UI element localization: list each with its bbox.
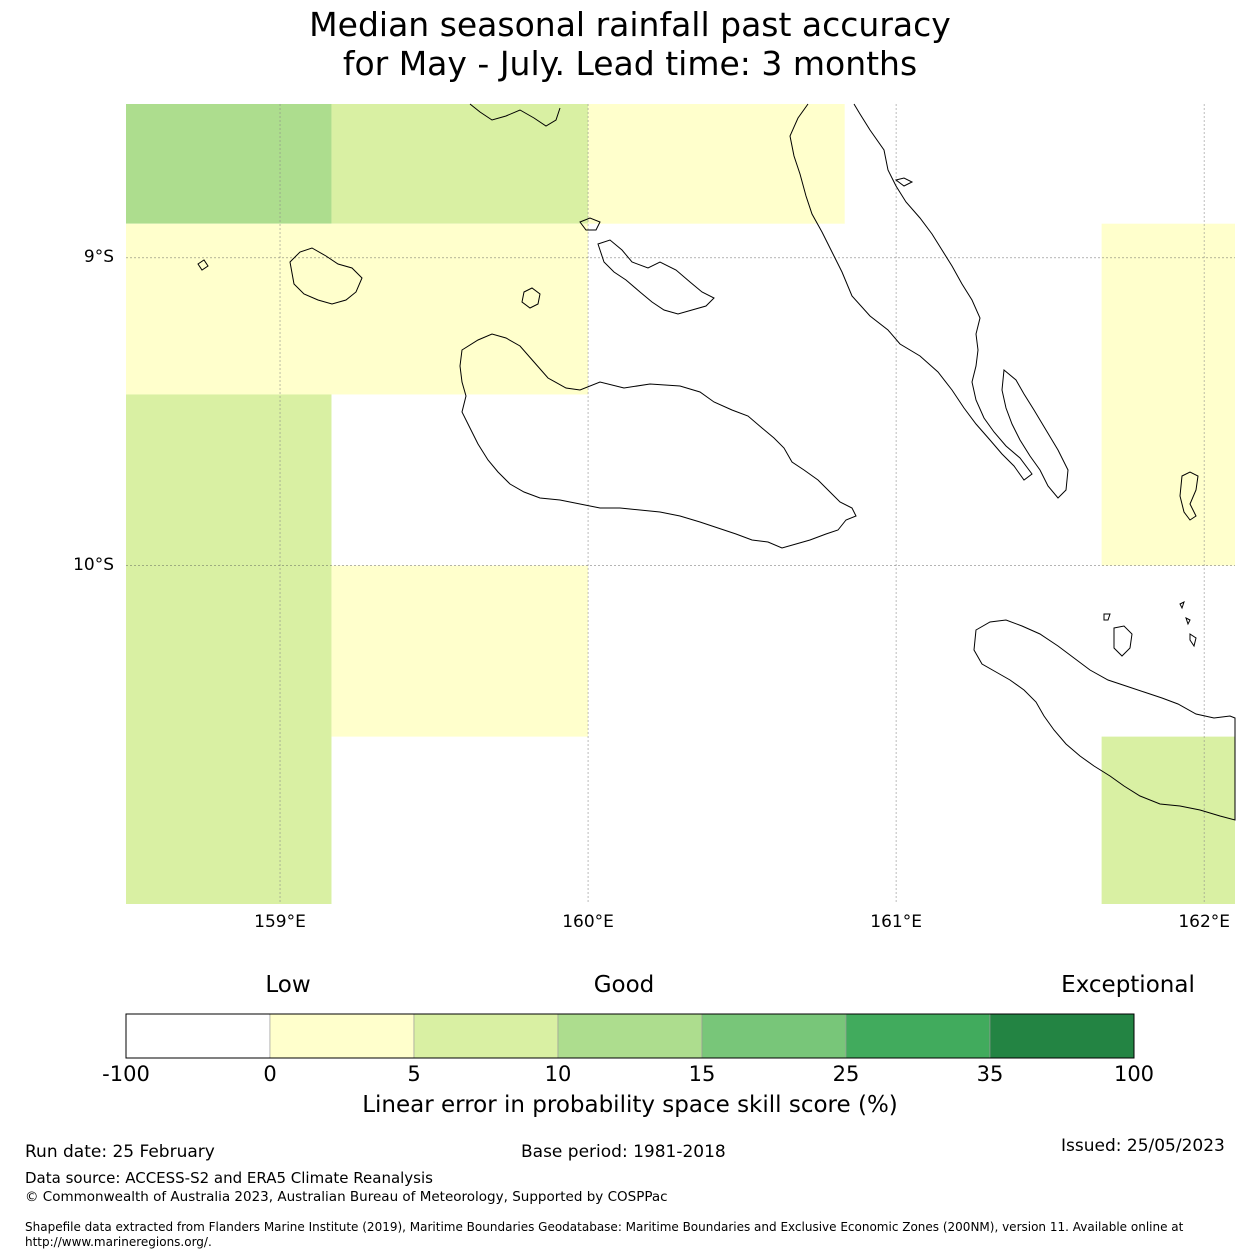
colorbar-segment-4	[701, 1013, 847, 1059]
colorbar-label: Linear error in probability space skill …	[362, 1092, 898, 1118]
category-good: Good	[593, 972, 655, 998]
lat-tick-label: 10°S	[73, 554, 114, 575]
coastline-islet-3	[894, 177, 914, 187]
colorbar-segment-0	[125, 1013, 271, 1059]
data-source: Data source: ACCESS-S2 and ERA5 Climate …	[25, 1169, 433, 1187]
coastline-florida-islands	[597, 239, 715, 315]
coastline-three-sisters	[1113, 625, 1133, 657]
coastline-nggela-north	[469, 103, 561, 127]
base-period: Base period: 1981-2018	[521, 1142, 726, 1162]
skill-cells	[126, 104, 1235, 904]
coastline-russell-islands	[289, 247, 363, 305]
colorbar-tick-label: 100	[1113, 1062, 1155, 1086]
chart-title-line1: Median seasonal rainfall past accuracy	[309, 5, 951, 44]
shapefile-credit: Shapefile data extracted from Flanders M…	[25, 1220, 1184, 1249]
colorbar	[125, 1013, 1135, 1059]
lon-tick-label: 162°E	[1178, 912, 1231, 932]
skill-cell-2	[588, 104, 845, 224]
coastline-islet-2	[579, 217, 601, 231]
colorbar-tick-label: 35	[976, 1062, 1004, 1086]
colorbar-tick-label: 10	[544, 1062, 572, 1086]
skill-cell-7	[1101, 736, 1235, 904]
colorbar-tick-label: 5	[407, 1062, 421, 1086]
colorbar-frame	[125, 1013, 1135, 1059]
coastline-islet-6	[1185, 617, 1191, 626]
skill-cell-3	[126, 223, 589, 395]
colorbar-segment-3	[557, 1013, 703, 1059]
skill-cell-5	[331, 565, 589, 737]
coastline-makira	[973, 619, 1236, 821]
coastlines	[197, 103, 1236, 821]
skill-cell-6	[1101, 223, 1235, 566]
skill-cell-0	[126, 104, 332, 224]
lon-tick-label: 159°E	[254, 912, 306, 932]
graticule	[126, 104, 1235, 904]
colorbar-tick-label: 0	[263, 1062, 277, 1086]
coastline-guadalcanal	[459, 333, 857, 549]
coastline-savo	[521, 287, 541, 309]
colorbar-tick-label: 15	[688, 1062, 716, 1086]
run-date: Run date: 25 February	[25, 1142, 215, 1162]
coastline-islet-1	[197, 259, 209, 271]
coastline-islet-7	[1189, 633, 1197, 648]
copyright: © Commonwealth of Australia 2023, Austra…	[25, 1189, 668, 1205]
lon-tick-label: 161°E	[870, 912, 922, 932]
coastline-malaita	[789, 103, 1033, 481]
lat-tick-label: 9°S	[83, 246, 114, 267]
chart-title-line2: for May - July. Lead time: 3 months	[342, 44, 918, 83]
colorbar-segment-6	[989, 1013, 1135, 1059]
coastline-islet-4	[1103, 613, 1111, 621]
skill-cell-1	[331, 104, 589, 224]
colorbar-segment-5	[845, 1013, 991, 1059]
skill-cell-4	[126, 394, 332, 904]
colorbar-segment-2	[413, 1013, 559, 1059]
category-exceptional: Exceptional	[1061, 972, 1195, 998]
colorbar-tick-label: -100	[102, 1062, 150, 1086]
coastline-small-malaita	[1001, 369, 1069, 499]
coastline-islet-5	[1179, 601, 1185, 610]
issued-date: Issued: 25/05/2023	[1061, 1136, 1225, 1156]
lon-tick-label: 160°E	[562, 912, 614, 932]
colorbar-segment-1	[269, 1013, 415, 1059]
colorbar-tick-label: 25	[832, 1062, 860, 1086]
category-low: Low	[265, 972, 311, 998]
coastline-ugi	[1179, 471, 1199, 521]
